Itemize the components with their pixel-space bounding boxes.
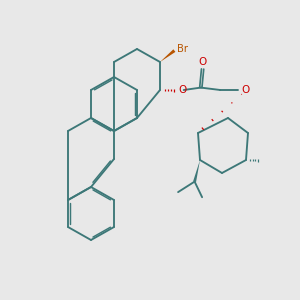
Text: O: O (199, 57, 207, 68)
Polygon shape (160, 49, 176, 62)
Text: O: O (242, 85, 250, 95)
Polygon shape (193, 160, 200, 182)
Text: Br: Br (177, 44, 188, 54)
Text: O: O (178, 85, 186, 95)
